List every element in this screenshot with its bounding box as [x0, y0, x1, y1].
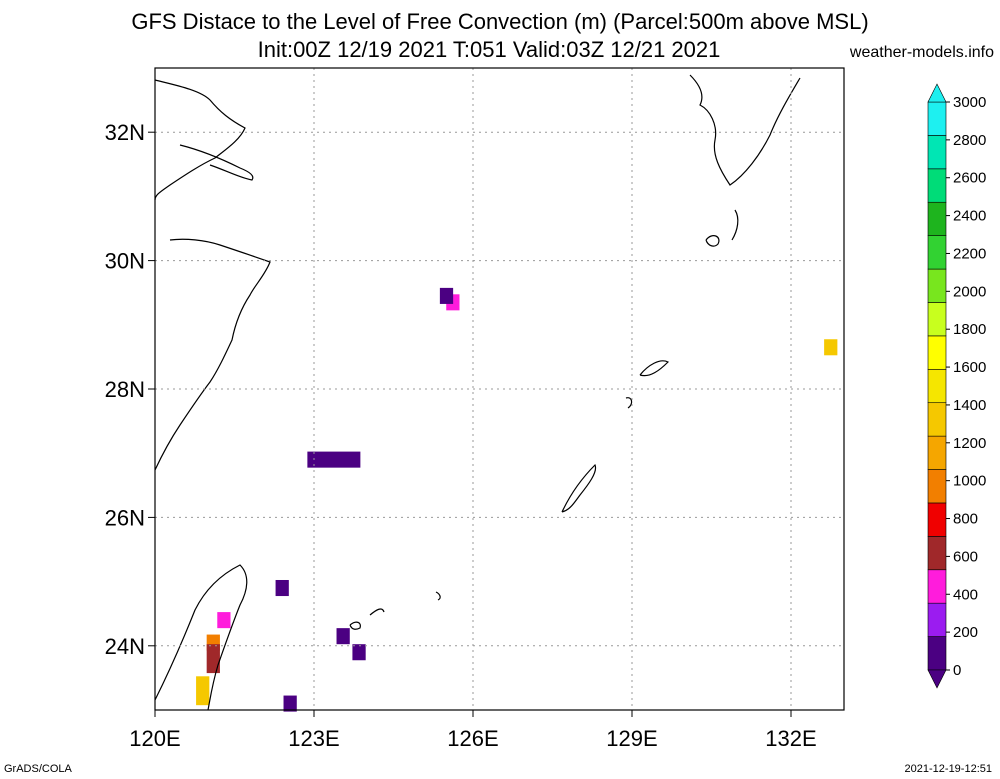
coastline-amami: [639, 360, 670, 377]
colorbar-bin: [927, 602, 947, 637]
tick-label-lat: 32N: [105, 120, 145, 145]
tick-label-lon: 129E: [606, 726, 657, 751]
colorbar: 0 200 400 600 800 1000 1200 1400 1600 1800 2000 220…: [927, 83, 986, 689]
axis-ticks: 120E 123E 126E 129E 132E 24N 26N 28N 30N 32N: [105, 120, 817, 751]
coastline-china: [154, 79, 271, 471]
tick-label-lat: 26N: [105, 505, 145, 530]
colorbar-label: 2200: [953, 245, 986, 262]
forecast-cell: [217, 612, 231, 629]
forecast-cell: [352, 644, 366, 661]
forecast-cells: [196, 287, 838, 712]
colorbar-bin: [927, 536, 947, 571]
colorbar-bin: [927, 569, 947, 604]
colorbar-bin: [927, 201, 947, 236]
tick-label-lat: 30N: [105, 249, 145, 274]
forecast-cell: [439, 287, 454, 304]
forecast-cell: [275, 579, 289, 597]
coastline-yakushima: [705, 235, 720, 247]
forecast-cell: [206, 644, 220, 674]
coastline-miyako: [349, 621, 361, 630]
colorbar-label: 200: [953, 624, 978, 641]
colorbar-label: 1200: [953, 435, 986, 452]
colorbar-bin: [927, 469, 947, 504]
tick-label-lon: 120E: [129, 726, 180, 751]
tick-label-lat: 28N: [105, 377, 145, 402]
coastline-yangtze: [179, 144, 254, 181]
colorbar-label: 1400: [953, 397, 986, 414]
coastline-daito: [435, 591, 441, 601]
colorbar-label: 800: [953, 511, 978, 528]
colorbar-bin: [927, 335, 947, 370]
colorbar-label: 1800: [953, 321, 986, 338]
coastline-okinawa: [561, 463, 597, 513]
colorbar-bin: [927, 636, 947, 671]
colorbar-bin: [927, 368, 947, 404]
coastline-kyushu: [689, 74, 801, 186]
tick-label-lon: 126E: [447, 726, 498, 751]
colorbar-label: 1600: [953, 359, 986, 376]
colorbar-label: 0: [953, 662, 961, 679]
colorbar-bin: [927, 135, 947, 170]
colorbar-above-arrow: [927, 83, 947, 103]
colorbar-label: 400: [953, 586, 978, 603]
footer-left: GrADS/COLA: [4, 763, 72, 775]
colorbar-bin: [927, 101, 947, 136]
colorbar-label: 2000: [953, 283, 986, 300]
forecast-cell: [196, 676, 210, 706]
colorbar-below-arrow: [927, 669, 947, 689]
coastline-ishigaki: [369, 608, 385, 616]
map-title: GFS Distace to the Level of Free Convect…: [131, 9, 869, 34]
colorbar-label: 2600: [953, 170, 986, 187]
map-subtitle: Init:00Z 12/19 2021 T:051 Valid:03Z 12/2…: [257, 37, 721, 62]
colorbar-bin: [927, 402, 947, 437]
colorbar-bin: [927, 435, 947, 470]
forecast-cell: [307, 451, 361, 468]
colorbar-label: 3000: [953, 94, 986, 111]
coastline-tokunoshima: [625, 397, 633, 409]
forecast-cell: [824, 339, 838, 356]
tick-label-lat: 24N: [105, 634, 145, 659]
colorbar-bin: [927, 302, 947, 337]
coastlines: [154, 74, 801, 711]
colorbar-bin: [927, 235, 947, 270]
colorbar-label: 1000: [953, 473, 986, 490]
tick-label-lon: 123E: [288, 726, 339, 751]
forecast-cell: [336, 628, 350, 645]
footer-right: 2021-12-19-12:51: [904, 763, 992, 775]
coastline-tanegashima: [731, 209, 739, 241]
colorbar-label: 2400: [953, 208, 986, 225]
site-label: weather-models.info: [849, 44, 994, 61]
colorbar-label: 600: [953, 548, 978, 565]
colorbar-bin: [927, 502, 947, 537]
colorbar-bin: [927, 168, 947, 203]
grid-lines: [155, 68, 844, 710]
colorbar-label: 2800: [953, 132, 986, 149]
colorbar-bin: [927, 268, 947, 303]
coastline-taiwan: [154, 564, 248, 711]
tick-label-lon: 132E: [765, 726, 816, 751]
forecast-cell: [283, 695, 297, 712]
